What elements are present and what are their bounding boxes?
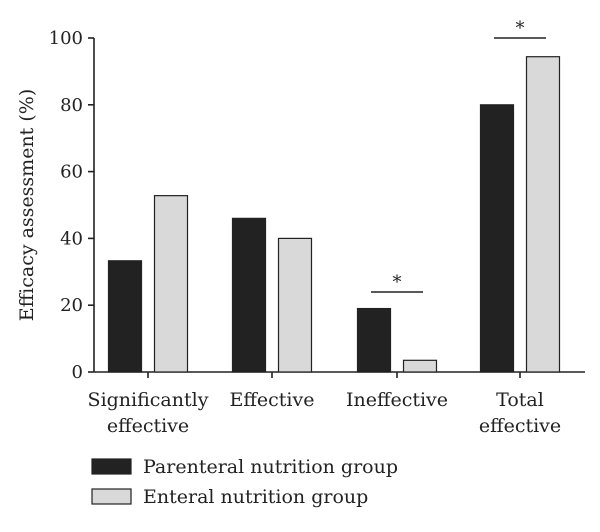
y-tick-label: 0 xyxy=(72,362,83,383)
bar-parenteral xyxy=(479,104,515,373)
bar-enteral xyxy=(153,195,189,373)
x-tick-label: Effective xyxy=(230,389,315,411)
y-tick-label: 20 xyxy=(60,295,83,316)
y-tick-label: 100 xyxy=(49,28,83,49)
bar-parenteral xyxy=(107,260,143,373)
legend-swatch-parenteral xyxy=(91,458,132,475)
y-axis-title: Efficacy assessment (%) xyxy=(16,89,38,321)
x-tick-label: Total effective xyxy=(479,389,561,437)
legend-swatch-enteral xyxy=(91,488,132,505)
x-tick-label: Significantly effective xyxy=(88,389,209,437)
bar-parenteral xyxy=(231,217,267,373)
bar-enteral xyxy=(402,359,438,373)
y-tick-label: 80 xyxy=(60,95,83,116)
significance-star: * xyxy=(516,18,525,39)
y-tick-label: 60 xyxy=(60,162,83,183)
plot-area: 0 20 40 60 80 100 Significantly effective Effect… xyxy=(49,18,585,437)
legend: Parenteral nutrition group Enteral nutrit… xyxy=(91,456,398,508)
significance-star: * xyxy=(393,272,402,293)
legend-label-parenteral: Parenteral nutrition group xyxy=(143,456,398,478)
y-tick-label: 40 xyxy=(60,228,83,249)
legend-label-enteral: Enteral nutrition group xyxy=(143,486,368,508)
x-tick-label: Ineffective xyxy=(346,389,448,411)
bar-parenteral xyxy=(356,307,392,373)
bar-enteral xyxy=(525,56,561,373)
bar-enteral xyxy=(277,237,313,373)
